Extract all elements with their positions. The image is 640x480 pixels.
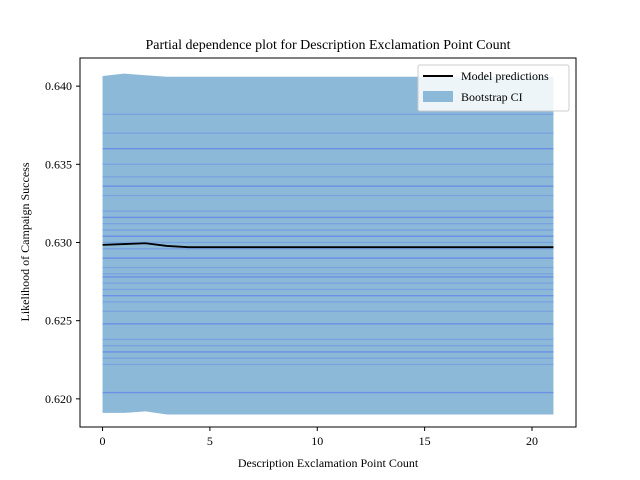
- x-tick-label: 10: [311, 434, 323, 448]
- x-axis-label: Description Exclamation Point Count: [238, 456, 419, 470]
- ci-layer: [102, 73, 554, 415]
- y-tick-label: 0.630: [45, 236, 72, 250]
- chart-title: Partial dependence plot for Description …: [145, 38, 510, 53]
- x-axis-ticks: 0 5 10 15 20: [100, 427, 538, 448]
- bootstrap-lines: [102, 113, 554, 394]
- x-tick-label: 0: [100, 434, 106, 448]
- legend-box: [417, 64, 570, 112]
- legend-ci-patch-icon: [423, 91, 453, 102]
- x-tick-label: 5: [207, 434, 213, 448]
- y-tick-label: 0.635: [45, 157, 72, 171]
- x-tick-label: 15: [419, 434, 431, 448]
- legend-model-label: Model predictions: [461, 69, 549, 83]
- legend-ci-label: Bootstrap CI: [461, 90, 523, 104]
- y-tick-label: 0.625: [45, 314, 72, 328]
- legend: Model predictions Bootstrap CI: [417, 64, 570, 112]
- y-axis-label: Likelihood of Campaign Success: [18, 162, 32, 321]
- model-line-layer: [102, 242, 554, 249]
- plot-area: [102, 73, 554, 415]
- ci-band: [102, 73, 554, 415]
- y-tick-label: 0.620: [45, 392, 72, 406]
- model-prediction-line: [102, 242, 554, 249]
- x-tick-label: 20: [526, 434, 538, 448]
- y-tick-label: 0.640: [45, 79, 72, 93]
- y-axis-ticks: 0.620 0.625 0.630 0.635 0.640: [45, 79, 80, 406]
